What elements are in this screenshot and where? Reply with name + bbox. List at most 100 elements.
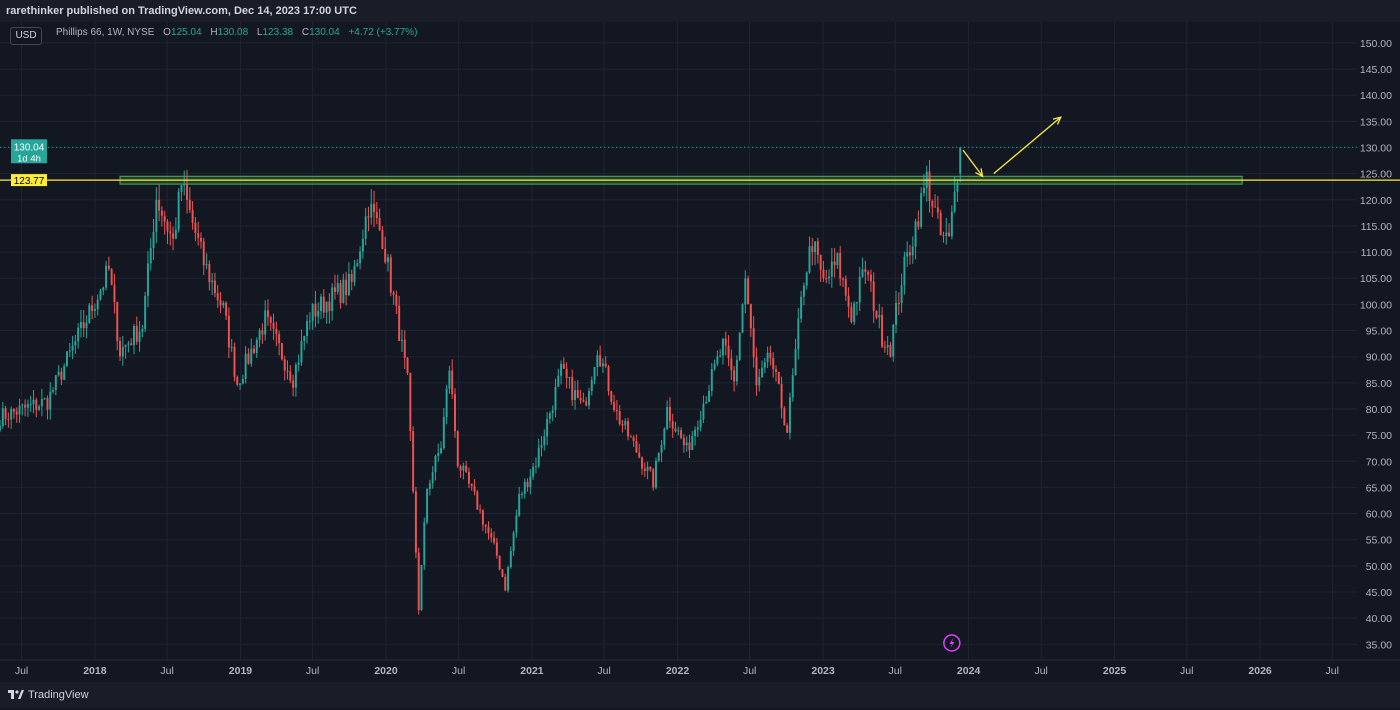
price-axis[interactable]: 150.00 145.00 140.00 135.00 130.00 125.00 120.… [1360,38,1392,651]
candle-body [152,231,155,249]
y-tick-label: 70.00 [1366,456,1392,468]
y-tick-label: 60.00 [1366,509,1392,521]
candle-body [124,344,127,347]
candle-body [694,429,697,437]
candle-body [197,233,200,238]
candle-body [585,401,588,406]
level-price-value: 123.77 [14,176,45,187]
candle-body [188,199,191,210]
candle-body [454,394,456,432]
candle-body [60,371,63,380]
candle-body [127,343,130,345]
candle-body [948,232,951,237]
candle-body [54,375,57,391]
candle-body [738,332,741,360]
candle-body [269,317,272,323]
candle-body [629,436,632,438]
candle-body [654,460,657,488]
y-tick-label: 150.00 [1360,38,1392,50]
candle-body [40,399,43,407]
high-value: 130.08 [217,27,249,38]
candle-body [632,437,635,441]
candle-body [303,336,306,342]
candle-body [294,364,297,388]
y-tick-label: 75.00 [1366,430,1392,442]
candle-body [261,330,264,335]
candle-body [624,421,627,426]
candle-body [375,212,378,219]
x-tick-label: 2018 [83,665,107,677]
last-price-value: 130.04 [14,142,45,153]
brand[interactable]: TradingView [8,682,89,708]
candle-body [727,345,730,359]
candle-body [579,397,582,401]
candle-body [423,522,426,565]
candle-body [387,257,389,263]
currency-button[interactable]: USD [10,27,42,45]
candle-body [0,426,1,431]
candle-body [133,326,135,346]
candle-body [280,343,283,360]
lightning-icon[interactable] [943,634,961,652]
candle-body [613,401,616,411]
candle-body [747,278,750,305]
candle-body [479,509,482,511]
candle-body [842,278,844,280]
candle-body [208,264,211,283]
candle-body [590,379,593,392]
candle-body [155,199,158,232]
y-tick-label: 115.00 [1361,221,1392,233]
candle-body [568,376,571,378]
publish-header: rarethinker published on TradingView.com… [0,0,1400,22]
time-axis[interactable]: Jul 2018 Jul 2019 Jul 2020 Jul 2021 Jul 2022 Jul 20… [15,665,1339,677]
candle-body [663,428,666,445]
candle-body [426,488,429,523]
x-tick-label: Jul [1326,665,1339,677]
candle-body [855,302,858,304]
candle-body [244,353,247,379]
candle-body [777,371,780,385]
candle-body [487,526,490,534]
candle-body [79,322,82,328]
candle-body [576,390,579,398]
candle-body [551,410,554,414]
candle-body [116,302,119,342]
last-price-badge [11,139,47,164]
candle-body [635,440,638,453]
projection-arrow [993,116,1062,175]
candle-body [822,269,825,279]
candle-body [345,279,348,295]
candle-body [685,442,688,446]
symbol-legend: Phillips 66, 1W, NYSE O125.04 H130.08 L1… [56,27,417,39]
candle-body [445,388,448,418]
candle-body [895,303,898,325]
candle-body [328,301,331,311]
candle-body [322,296,325,313]
candle-body [593,367,596,380]
y-tick-label: 125.00 [1360,169,1392,181]
price-chart[interactable]: 150.00 145.00 140.00 135.00 130.00 125.00 120.… [0,22,1400,682]
high-label: H [210,27,218,38]
candle-body [138,331,141,342]
candle-body [68,350,71,352]
candle-body [420,564,423,611]
candle-body [529,476,532,487]
candle-body [52,390,55,392]
candle-body [596,355,599,368]
candle-body [24,404,27,408]
projection-arrow [962,149,984,177]
candle-body [560,363,563,376]
candle-body [264,310,267,335]
candle-body [847,295,850,307]
change-value: +4.72 (+3.77%) [348,27,418,38]
candle-body [548,413,551,419]
y-tick-label: 100.00 [1360,299,1392,311]
candle-body [936,207,939,213]
arrow-head [975,168,984,178]
candle-body [63,365,66,380]
low-label: L [256,27,263,38]
candle-body [744,278,747,305]
candle-body [289,371,292,381]
candle-body [741,304,744,333]
candle-body [57,371,60,376]
